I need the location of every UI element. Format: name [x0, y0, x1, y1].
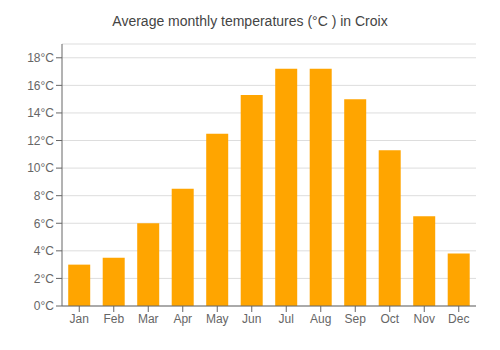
svg-text:0°C: 0°C	[34, 299, 54, 313]
svg-text:Aug: Aug	[310, 312, 331, 326]
svg-text:12°C: 12°C	[27, 134, 54, 148]
svg-text:Jun: Jun	[242, 312, 261, 326]
svg-text:Sep: Sep	[345, 312, 367, 326]
svg-text:Oct: Oct	[380, 312, 399, 326]
svg-text:6°C: 6°C	[34, 217, 54, 231]
svg-text:2°C: 2°C	[34, 272, 54, 286]
svg-text:4°C: 4°C	[34, 244, 54, 258]
svg-text:Mar: Mar	[138, 312, 159, 326]
svg-text:Feb: Feb	[103, 312, 124, 326]
svg-text:10°C: 10°C	[27, 161, 54, 175]
svg-text:May: May	[206, 312, 229, 326]
svg-text:18°C: 18°C	[27, 51, 54, 65]
svg-text:16°C: 16°C	[27, 79, 54, 93]
html-text:Average monthly temperatures (: Average monthly temperatures (°C ) in Cr…	[112, 13, 388, 29]
svg-text:Jan: Jan	[70, 312, 89, 326]
svg-text:Apr: Apr	[173, 312, 192, 326]
svg-text:14°C: 14°C	[27, 106, 54, 120]
svg-text:8°C: 8°C	[34, 189, 54, 203]
svg-text:Nov: Nov	[414, 312, 435, 326]
svg-text:Jul: Jul	[279, 312, 294, 326]
svg-text:Dec: Dec	[448, 312, 469, 326]
